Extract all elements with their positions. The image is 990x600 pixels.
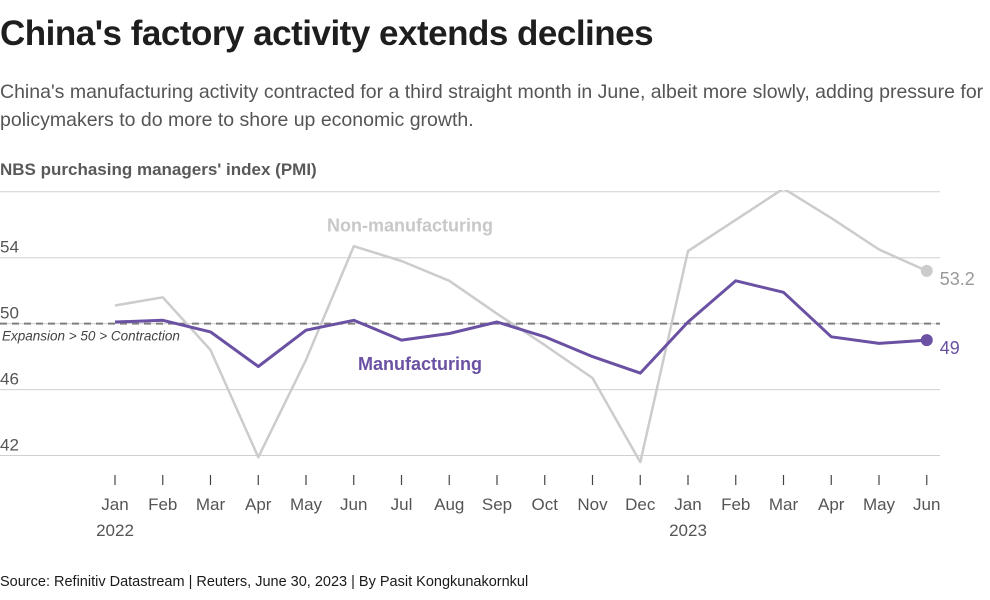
threshold-label: Expansion > 50 > Contraction — [2, 329, 180, 344]
x-tick-label-17: Jun — [913, 495, 940, 514]
x-tick-label-2: Mar — [196, 495, 226, 514]
source-note: Source: Refinitiv Datastream | Reuters, … — [0, 574, 529, 590]
chart-title: China's factory activity extends decline… — [0, 14, 654, 53]
x-axis: Jan Feb Mar Apr May Jun Jul Aug Sep Oct Nov Dec Jan F… — [96, 475, 940, 540]
y-tick-label-54: 54 — [0, 238, 19, 257]
y-axis-label: NBS purchasing managers' index (PMI) — [0, 160, 317, 179]
x-year-label-2022: 2022 — [96, 521, 134, 540]
x-tick-label-10: Nov — [577, 495, 608, 514]
x-tick-label-11: Dec — [625, 495, 656, 514]
x-tick-label-12: Jan — [674, 495, 701, 514]
non-manufacturing-line — [114, 190, 928, 464]
x-tick-label-5: Jun — [340, 495, 367, 514]
y-tick-label-46: 46 — [0, 370, 19, 389]
x-tick-label-8: Sep — [482, 495, 512, 514]
manufacturing-line — [114, 279, 927, 375]
y-tick-label-50: 50 — [0, 304, 19, 323]
manufacturing-last-value-label: 49 — [940, 338, 960, 358]
series-lines — [114, 190, 933, 464]
x-tick-label-7: Aug — [434, 495, 464, 514]
x-tick-label-0: Jan — [101, 495, 128, 514]
non-manufacturing-series-label: Non-manufacturing — [327, 215, 493, 235]
non-manufacturing-end-point — [920, 264, 933, 277]
pmi-line-chart: 4246505458 Expansion > 50 > Contraction … — [0, 190, 975, 540]
chart-subtitle: China's manufacturing activity contracte… — [0, 81, 984, 131]
threshold: Expansion > 50 > Contraction — [0, 322, 940, 344]
series-labels: 53.2 Non-manufacturing 49 Manufacturing — [327, 215, 975, 373]
non-manufacturing-last-value-label: 53.2 — [940, 269, 975, 289]
y-tick-labels: 42 46 50 54 58 — [0, 190, 19, 455]
x-tick-label-14: Mar — [769, 495, 799, 514]
x-tick-label-15: Apr — [818, 495, 845, 514]
manufacturing-end-point — [920, 334, 933, 347]
x-tick-label-4: May — [290, 495, 323, 514]
manufacturing-series-label: Manufacturing — [358, 354, 482, 374]
y-tick-label-58: 58 — [0, 190, 19, 191]
x-tick-label-13: Feb — [721, 495, 750, 514]
x-tick-label-1: Feb — [148, 495, 177, 514]
x-tick-label-9: Oct — [532, 495, 559, 514]
x-year-label-2023: 2023 — [669, 521, 707, 540]
x-tick-label-16: May — [863, 495, 896, 514]
x-tick-label-3: Apr — [245, 495, 272, 514]
x-tick-label-6: Jul — [391, 495, 413, 514]
y-tick-label-42: 42 — [0, 436, 19, 455]
